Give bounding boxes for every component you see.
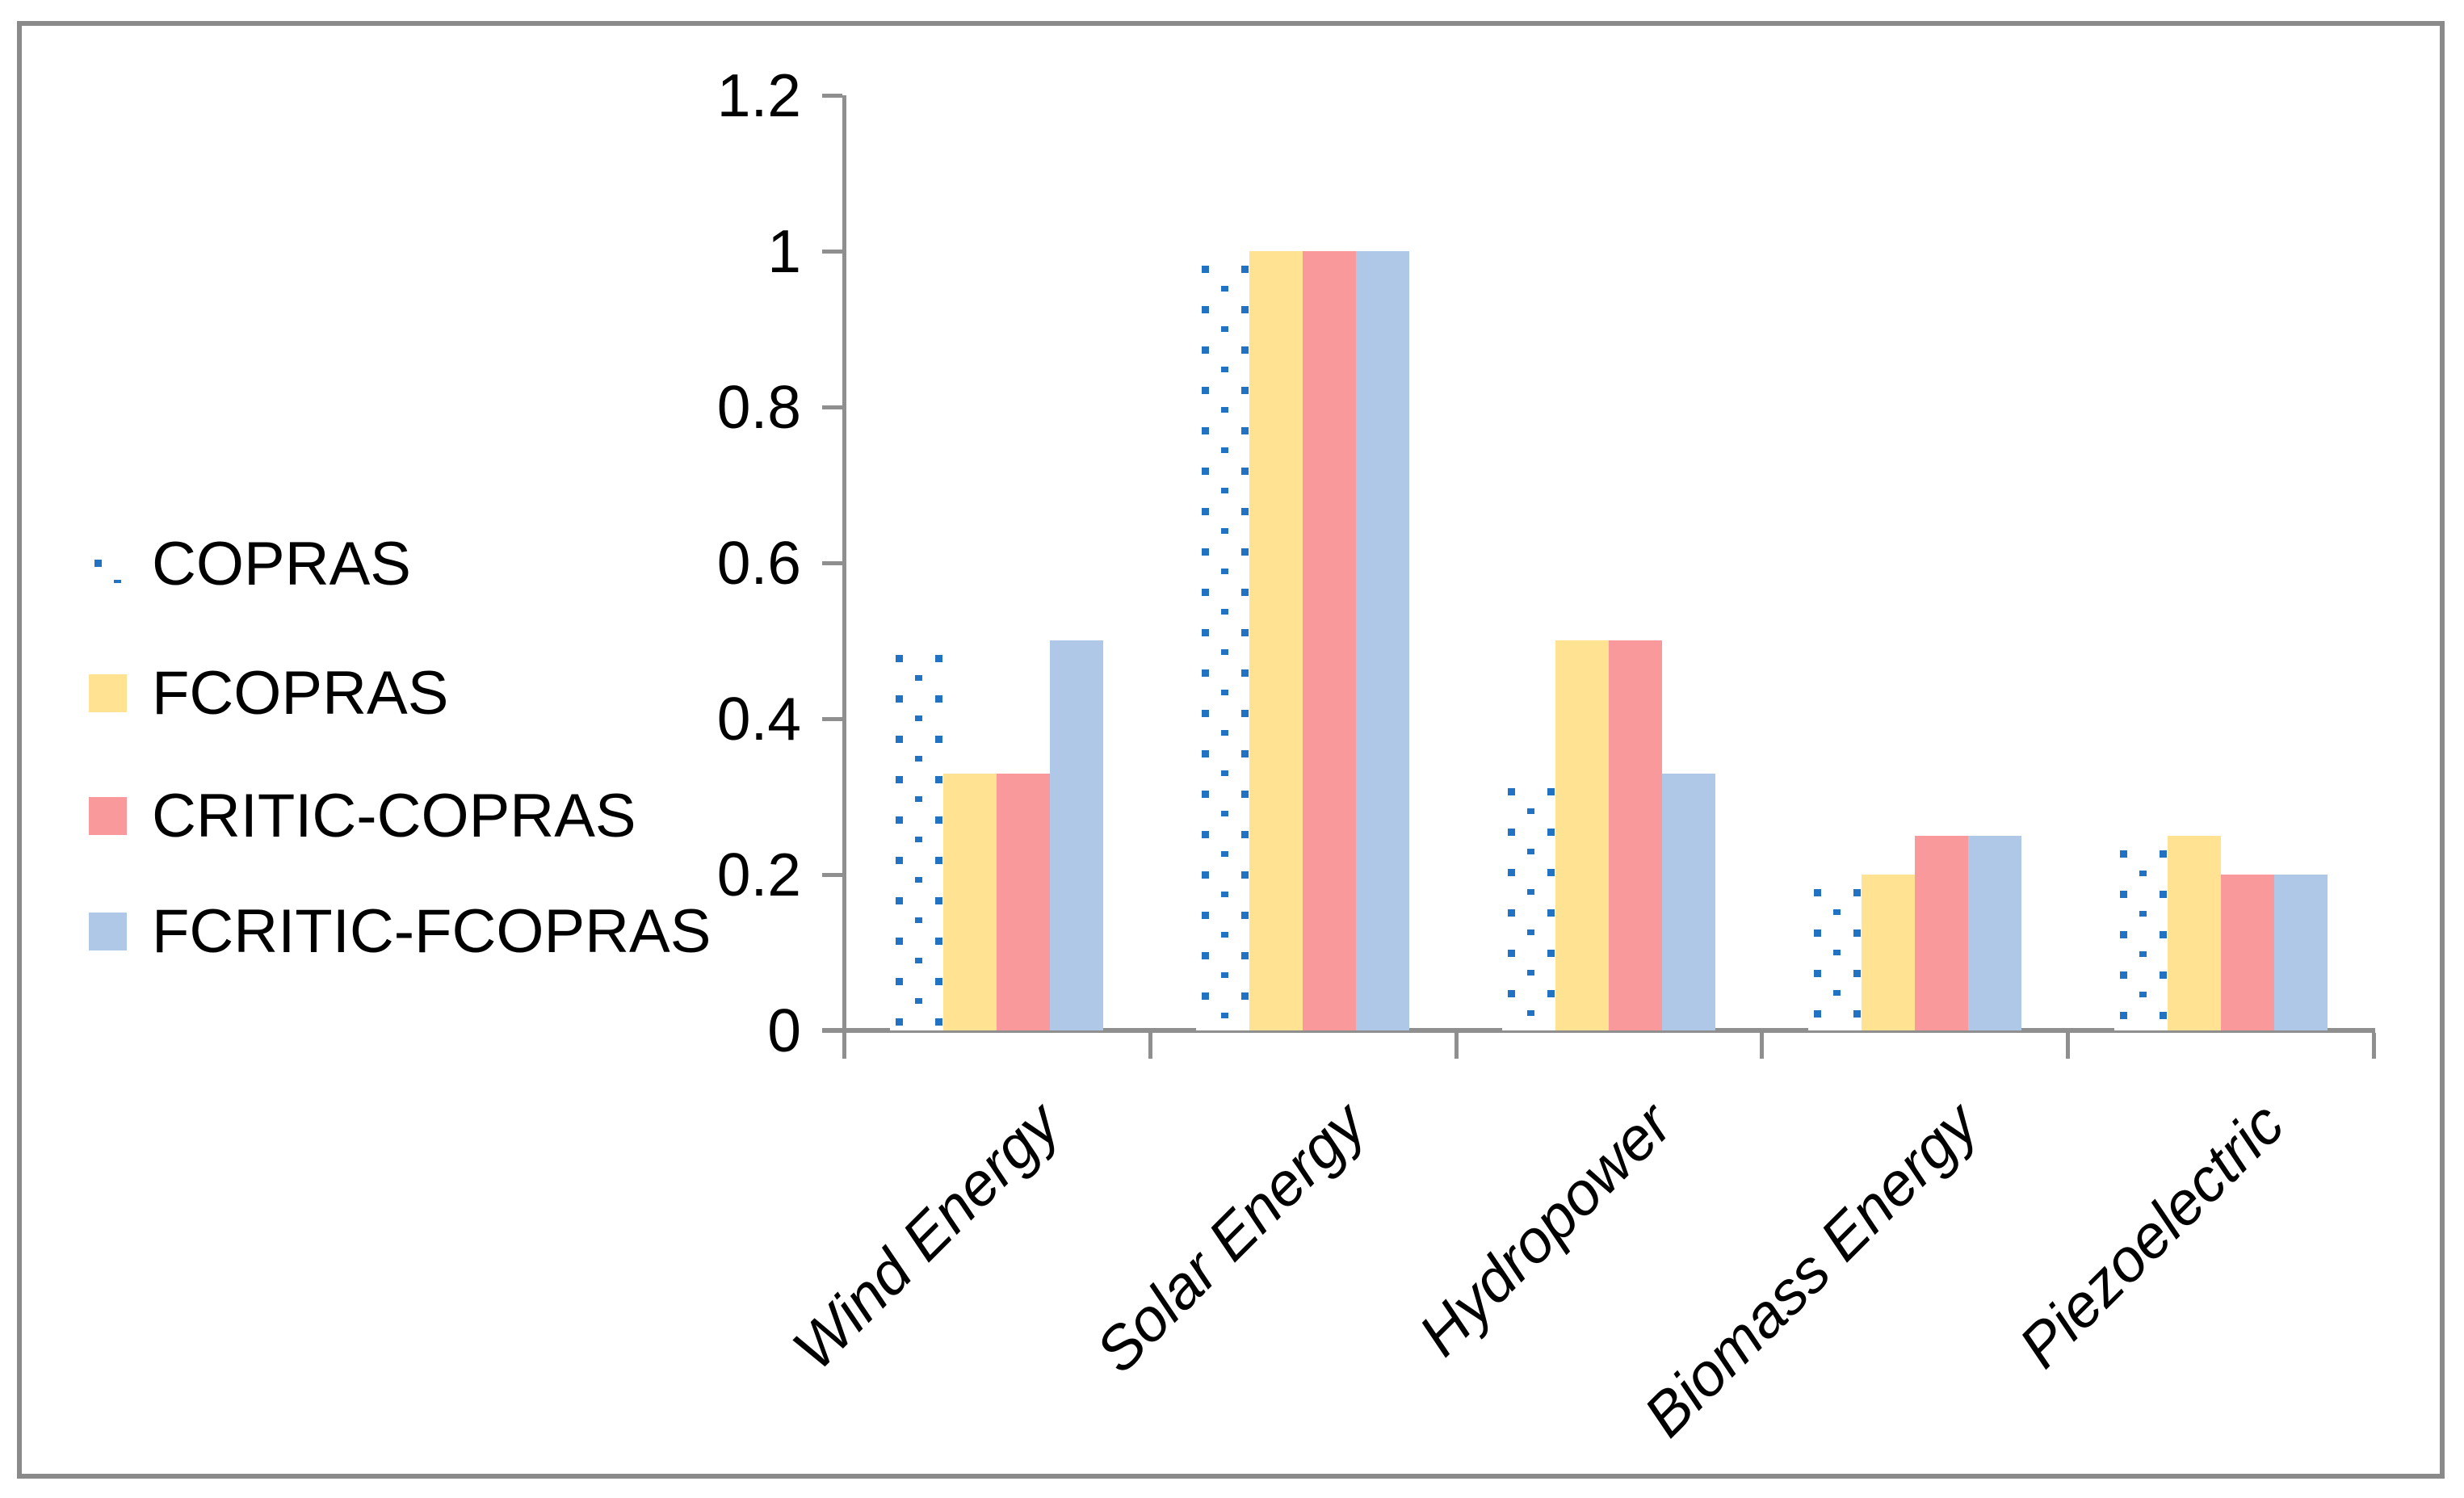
y-tick-label: 0.2 <box>716 841 801 908</box>
bar-fcritic-fcopras-piezoelectric <box>2274 875 2328 1030</box>
y-tick <box>822 561 842 565</box>
y-tick-label: 1 <box>767 217 801 285</box>
bar-fcopras-biomass-energy <box>1862 875 1915 1030</box>
legend-label: CRITIC-COPRAS <box>152 781 636 850</box>
legend-label: FCOPRAS <box>152 658 449 728</box>
legend-item-copras: COPRAS <box>89 533 411 594</box>
x-axis-tick <box>1148 1033 1152 1059</box>
legend-label: FCRITIC-FCOPRAS <box>152 896 711 966</box>
bar-fcopras-wind-energy <box>943 774 997 1030</box>
bar-fcopras-piezoelectric <box>2168 836 2221 1030</box>
legend-swatch-icon <box>89 674 127 712</box>
y-tick-label: 0.6 <box>716 529 801 597</box>
legend-item-critic-copras: CRITIC-COPRAS <box>89 785 636 846</box>
y-tick-label: 0.8 <box>716 373 801 441</box>
bar-copras-biomass-energy <box>1808 875 1862 1030</box>
bar-critic-copras-hydropower <box>1609 640 1662 1030</box>
y-tick <box>822 873 842 877</box>
legend-item-fcritic-fcopras: FCRITIC-FCOPRAS <box>89 900 711 962</box>
bar-fcopras-solar-energy <box>1249 251 1303 1030</box>
y-tick-label: 1.2 <box>716 61 801 129</box>
y-axis-line <box>842 95 846 1059</box>
x-axis-tick <box>1760 1033 1765 1059</box>
bar-copras-hydropower <box>1502 774 1555 1030</box>
x-axis-line <box>822 1028 2375 1033</box>
bar-copras-piezoelectric <box>2114 836 2168 1030</box>
y-tick-label: 0 <box>767 997 801 1064</box>
y-tick <box>822 405 842 409</box>
legend-swatch-dotted-icon <box>89 545 127 583</box>
legend-label: COPRAS <box>152 529 411 598</box>
legend-swatch-icon <box>89 797 127 835</box>
bar-critic-copras-piezoelectric <box>2221 875 2274 1030</box>
bar-copras-solar-energy <box>1196 251 1249 1030</box>
x-axis-tick <box>2372 1033 2376 1059</box>
y-tick <box>822 250 842 254</box>
y-tick-label: 0.4 <box>716 685 801 753</box>
bar-copras-wind-energy <box>890 640 943 1030</box>
bar-fcritic-fcopras-hydropower <box>1662 774 1715 1030</box>
x-axis-tick <box>1454 1033 1459 1059</box>
legend-item-fcopras: FCOPRAS <box>89 662 448 724</box>
bar-fcritic-fcopras-wind-energy <box>1050 640 1103 1030</box>
bar-fcritic-fcopras-solar-energy <box>1356 251 1409 1030</box>
bar-critic-copras-biomass-energy <box>1915 836 1968 1030</box>
bar-critic-copras-solar-energy <box>1303 251 1356 1030</box>
legend-swatch-icon <box>89 913 127 950</box>
x-axis-tick <box>2066 1033 2071 1059</box>
bar-fcopras-hydropower <box>1555 640 1609 1030</box>
y-tick <box>822 94 842 98</box>
bar-critic-copras-wind-energy <box>997 774 1050 1030</box>
y-tick <box>822 717 842 721</box>
bar-fcritic-fcopras-biomass-energy <box>1968 836 2021 1030</box>
